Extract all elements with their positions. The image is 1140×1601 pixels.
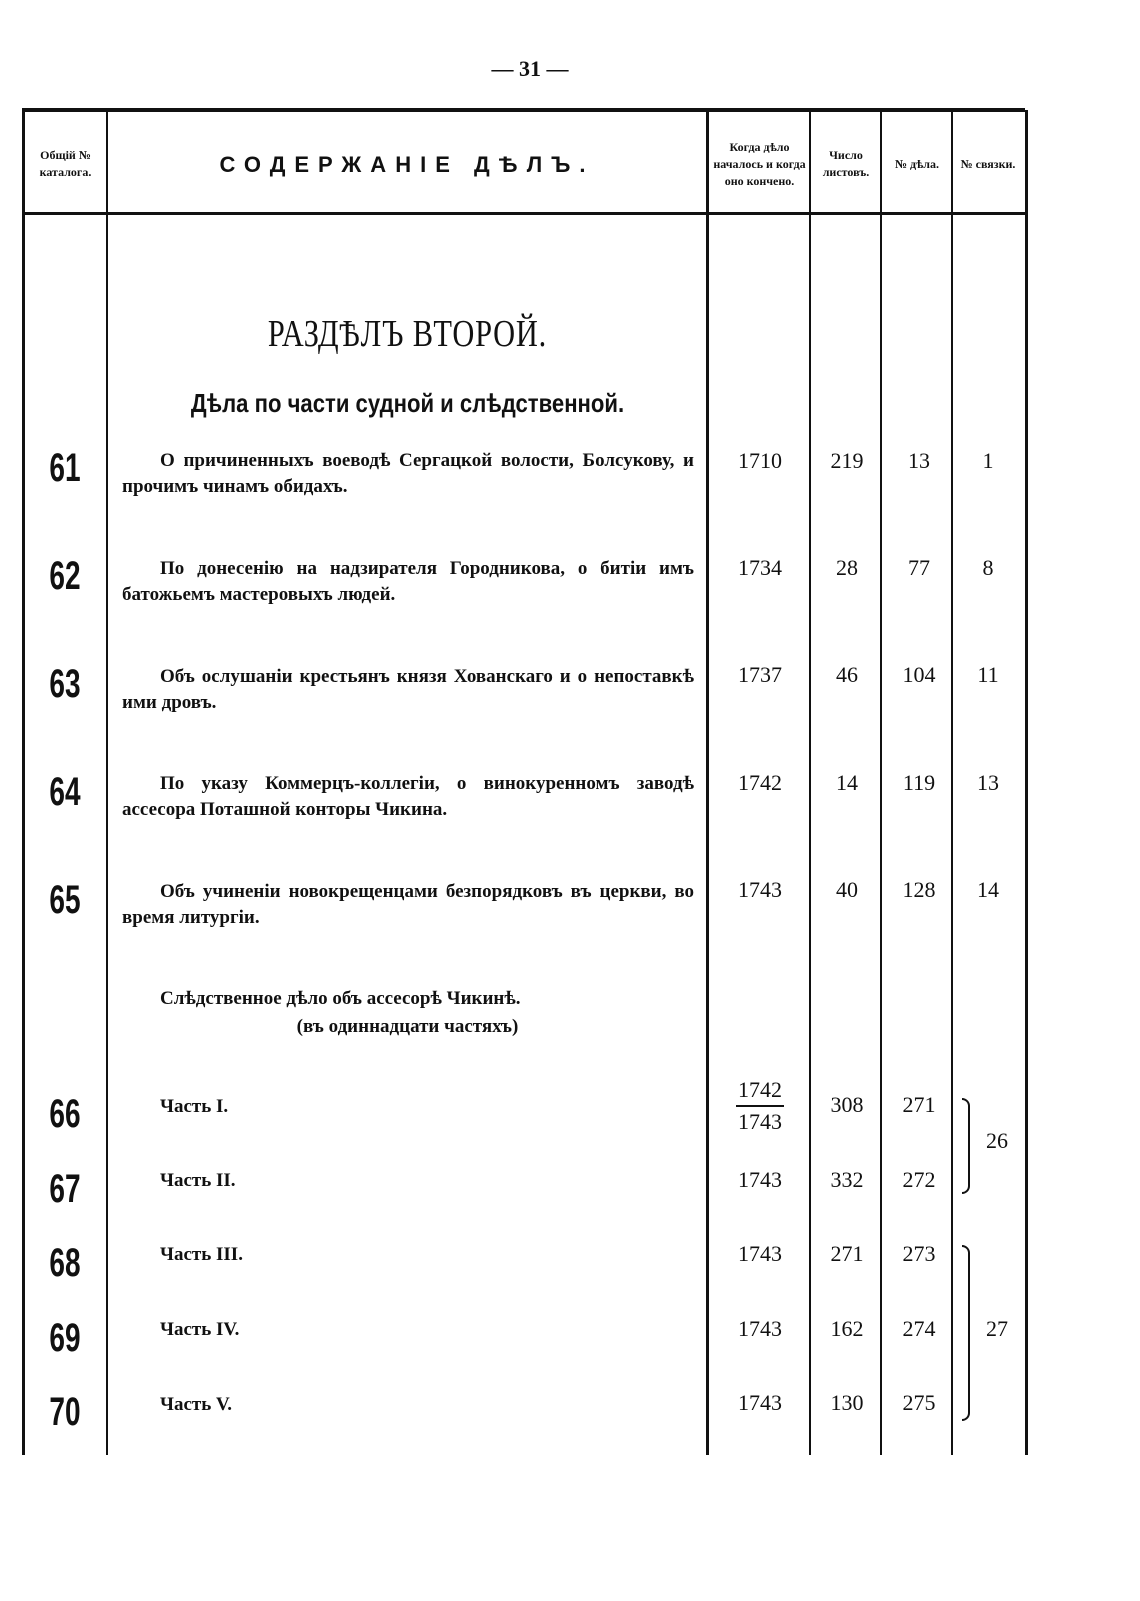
bundle-number: 11	[977, 662, 999, 687]
catalog-number: 62	[49, 554, 81, 598]
case-number: 104	[902, 662, 936, 687]
case-number: 275	[902, 1390, 936, 1415]
case-number: 274	[902, 1316, 936, 1341]
catalog-number: 70	[49, 1390, 81, 1434]
part-label: Часть V.	[160, 1394, 233, 1415]
section-title: РАЗДѢЛЪ ВТОРОЙ.	[267, 313, 548, 355]
column-divider	[951, 112, 953, 1455]
case-dates: 1734	[738, 555, 782, 580]
column-divider	[880, 112, 882, 1455]
page-number: — 31 —	[491, 56, 569, 81]
case-leaves: 219	[830, 448, 864, 473]
case-dates: 1742 1743	[710, 1075, 810, 1137]
table-top-rule	[22, 108, 1025, 112]
case-dates: 1737	[738, 662, 782, 687]
case-leaves: 40	[836, 877, 858, 902]
case-description: Объ учиненіи новокрещенцами безпорядковъ…	[122, 881, 694, 928]
header-bundle-no: № связки.	[960, 156, 1016, 171]
header-leaves: Число листовъ.	[822, 148, 870, 179]
case-dates: 1743	[738, 877, 782, 902]
bundle-brace	[962, 1245, 970, 1421]
catalog-table	[22, 110, 1028, 1455]
case-leaves: 332	[830, 1167, 864, 1192]
case-number: 271	[902, 1092, 936, 1117]
case-dates: 1742	[738, 770, 782, 795]
case-description: По указу Коммерцъ-коллегіи, о винокуренн…	[122, 773, 694, 820]
case-leaves: 308	[830, 1092, 864, 1117]
catalog-number: 67	[49, 1167, 81, 1211]
bundle-number: 1	[982, 448, 994, 473]
column-divider	[706, 112, 709, 1455]
header-case-no: № дѣла.	[894, 156, 940, 171]
case-number: 77	[908, 555, 930, 580]
case-number: 119	[902, 770, 936, 795]
column-divider	[106, 112, 108, 1455]
bundle-number: 14	[977, 877, 999, 902]
case-description: По донесенію на надзирателя Городникова,…	[122, 558, 694, 605]
case-leaves: 28	[836, 555, 858, 580]
header-catalog-no: Общій № каталога.	[39, 148, 92, 179]
case-leaves: 130	[830, 1390, 864, 1415]
investigation-subtitle: (въ одиннадцати частяхъ)	[296, 1016, 519, 1037]
case-number: 273	[902, 1241, 936, 1266]
part-label: Часть III.	[160, 1244, 243, 1265]
case-leaves: 162	[830, 1316, 864, 1341]
catalog-number: 64	[49, 770, 81, 814]
case-leaves: 14	[836, 770, 858, 795]
bundle-number: 27	[986, 1316, 1008, 1341]
section-subtitle: Дѣла по части судной и слѣдственной.	[190, 388, 625, 418]
date-from: 1742	[736, 1075, 784, 1107]
bundle-brace	[962, 1098, 970, 1194]
case-number: 128	[902, 877, 936, 902]
case-dates: 1743	[738, 1241, 782, 1266]
case-description: Объ ослушаніи крестьянъ князя Хованскаго…	[122, 666, 694, 713]
case-description: О причиненныхъ воеводѣ Сергацкой волости…	[122, 450, 694, 497]
case-number: 13	[908, 448, 930, 473]
case-dates: 1743	[738, 1390, 782, 1415]
date-to: 1743	[738, 1109, 782, 1134]
part-label: Часть I.	[160, 1096, 229, 1117]
header-content: СОДЕРЖАНІЕ ДѢЛЪ.	[219, 151, 595, 177]
header-rule	[22, 212, 1025, 215]
case-dates: 1743	[738, 1167, 782, 1192]
catalog-number: 68	[49, 1241, 81, 1285]
case-dates: 1710	[738, 448, 782, 473]
catalog-number: 63	[49, 662, 81, 706]
catalog-number: 69	[49, 1316, 81, 1360]
catalog-number: 61	[49, 446, 81, 490]
catalog-number: 65	[49, 878, 81, 922]
case-dates: 1743	[738, 1316, 782, 1341]
bundle-number: 26	[986, 1128, 1008, 1153]
investigation-title: Слѣдственное дѣло объ ассесорѣ Чикинѣ.	[160, 988, 521, 1009]
header-dates: Когда дѣло началось и когда оно кончено.	[713, 139, 806, 188]
bundle-number: 13	[977, 770, 999, 795]
part-label: Часть IV.	[160, 1319, 240, 1340]
catalog-number: 66	[49, 1092, 81, 1136]
case-leaves: 271	[830, 1241, 864, 1266]
case-number: 272	[902, 1167, 936, 1192]
part-label: Часть II.	[160, 1170, 236, 1191]
case-leaves: 46	[836, 662, 858, 687]
column-divider	[809, 112, 811, 1455]
bundle-number: 8	[982, 555, 994, 580]
